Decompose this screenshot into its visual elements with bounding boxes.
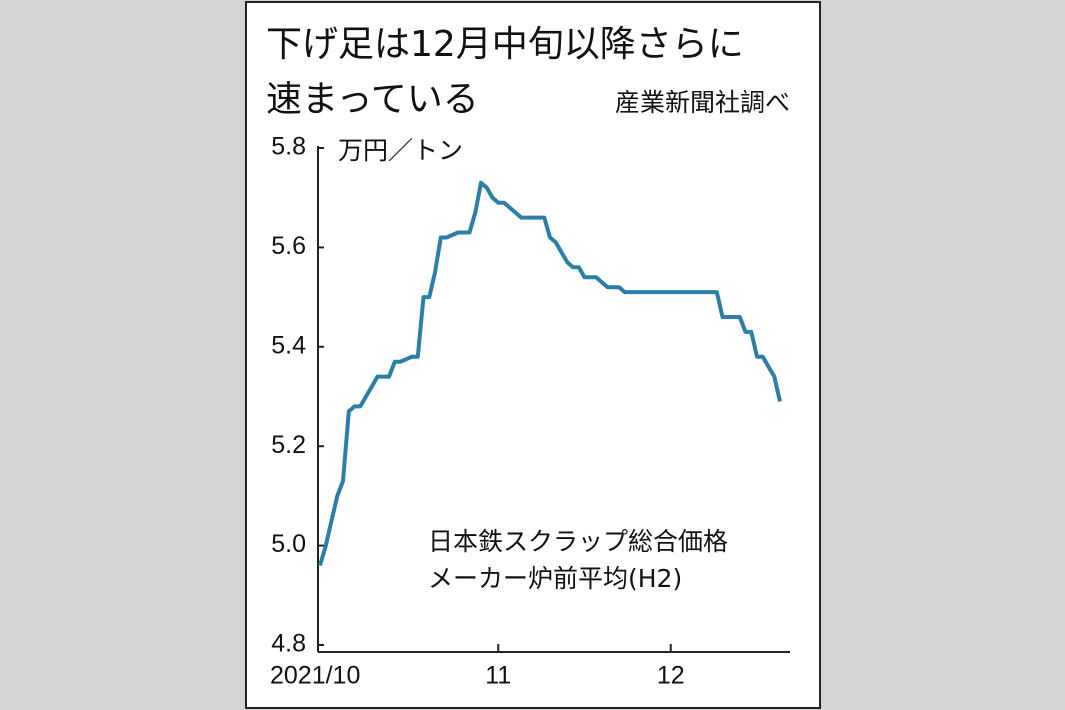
annotation: 日本鉄スクラップ総合価格 xyxy=(428,527,728,556)
source: 産業新聞社調べ xyxy=(615,88,790,117)
data-line xyxy=(318,180,782,567)
y-tick-label: 4.8 xyxy=(271,630,306,658)
x-tick-label: 11 xyxy=(485,662,511,690)
title-line: 速まっている xyxy=(266,79,479,120)
y-tick-label: 5.4 xyxy=(271,331,306,359)
title-line: 下げ足は12月中旬以降さらに xyxy=(266,24,744,65)
annotation: メーカー炉前平均(H2) xyxy=(428,564,682,593)
y-tick-label: 5.0 xyxy=(271,530,306,558)
y-tick-label: 5.6 xyxy=(271,232,306,260)
y-unit: 万円／トン xyxy=(338,136,463,165)
x-tick-label: 2021/10 xyxy=(270,662,360,690)
y-tick-label: 5.8 xyxy=(271,133,306,161)
y-tick-label: 5.2 xyxy=(271,431,306,459)
panel xyxy=(245,1,821,709)
x-tick-label: 12 xyxy=(657,662,685,690)
